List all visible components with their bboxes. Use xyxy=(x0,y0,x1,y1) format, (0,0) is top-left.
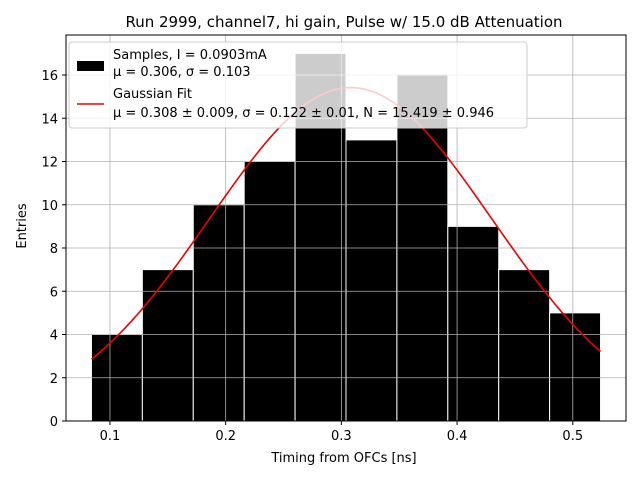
x-axis-label: Timing from OFCs [ns] xyxy=(270,451,416,466)
x-tick-label: 0.4 xyxy=(447,429,468,444)
y-tick-label: 6 xyxy=(50,285,58,300)
y-tick-label: 0 xyxy=(50,415,58,430)
histogram-bar xyxy=(447,225,500,422)
legend-histogram-stats: μ = 0.306, σ = 0.103 xyxy=(113,65,251,80)
x-tick-label: 0.1 xyxy=(100,429,121,444)
x-axis-ticks: 0.1 0.2 0.3 0.4 0.5 xyxy=(100,421,583,444)
legend-histogram-swatch xyxy=(77,61,104,71)
histogram-bar xyxy=(192,204,245,422)
legend-histogram-name: Samples, I = 0.0903mA xyxy=(113,48,267,63)
legend: Samples, I = 0.0903mA μ = 0.306, σ = 0.1… xyxy=(68,41,528,129)
legend-fit-params: μ = 0.308 ± 0.009, σ = 0.122 ± 0.01, N =… xyxy=(113,106,494,121)
histogram-bar xyxy=(549,312,602,422)
plot-frame xyxy=(65,34,627,422)
x-tick-label: 0.3 xyxy=(331,429,352,444)
histogram-bar xyxy=(498,269,551,422)
y-tick-label: 14 xyxy=(41,112,58,127)
y-tick-label: 16 xyxy=(41,69,58,84)
y-tick-label: 12 xyxy=(41,156,58,171)
histogram-bar xyxy=(345,139,398,422)
y-tick-label: 8 xyxy=(50,242,58,257)
chart-title: Run 2999, channel7, hi gain, Pulse w/ 15… xyxy=(125,13,562,31)
x-tick-label: 0.5 xyxy=(562,429,583,444)
y-tick-label: 10 xyxy=(41,199,58,214)
y-axis-ticks: 0 2 4 6 8 10 12 14 16 xyxy=(41,69,66,430)
histogram-bar xyxy=(141,269,194,422)
x-tick-label: 0.2 xyxy=(215,429,236,444)
y-axis-label: Entries xyxy=(15,203,30,249)
y-tick-label: 2 xyxy=(50,372,58,387)
legend-fit-name: Gaussian Fit xyxy=(113,87,192,102)
y-tick-label: 4 xyxy=(50,329,58,344)
legend-box xyxy=(68,41,528,129)
